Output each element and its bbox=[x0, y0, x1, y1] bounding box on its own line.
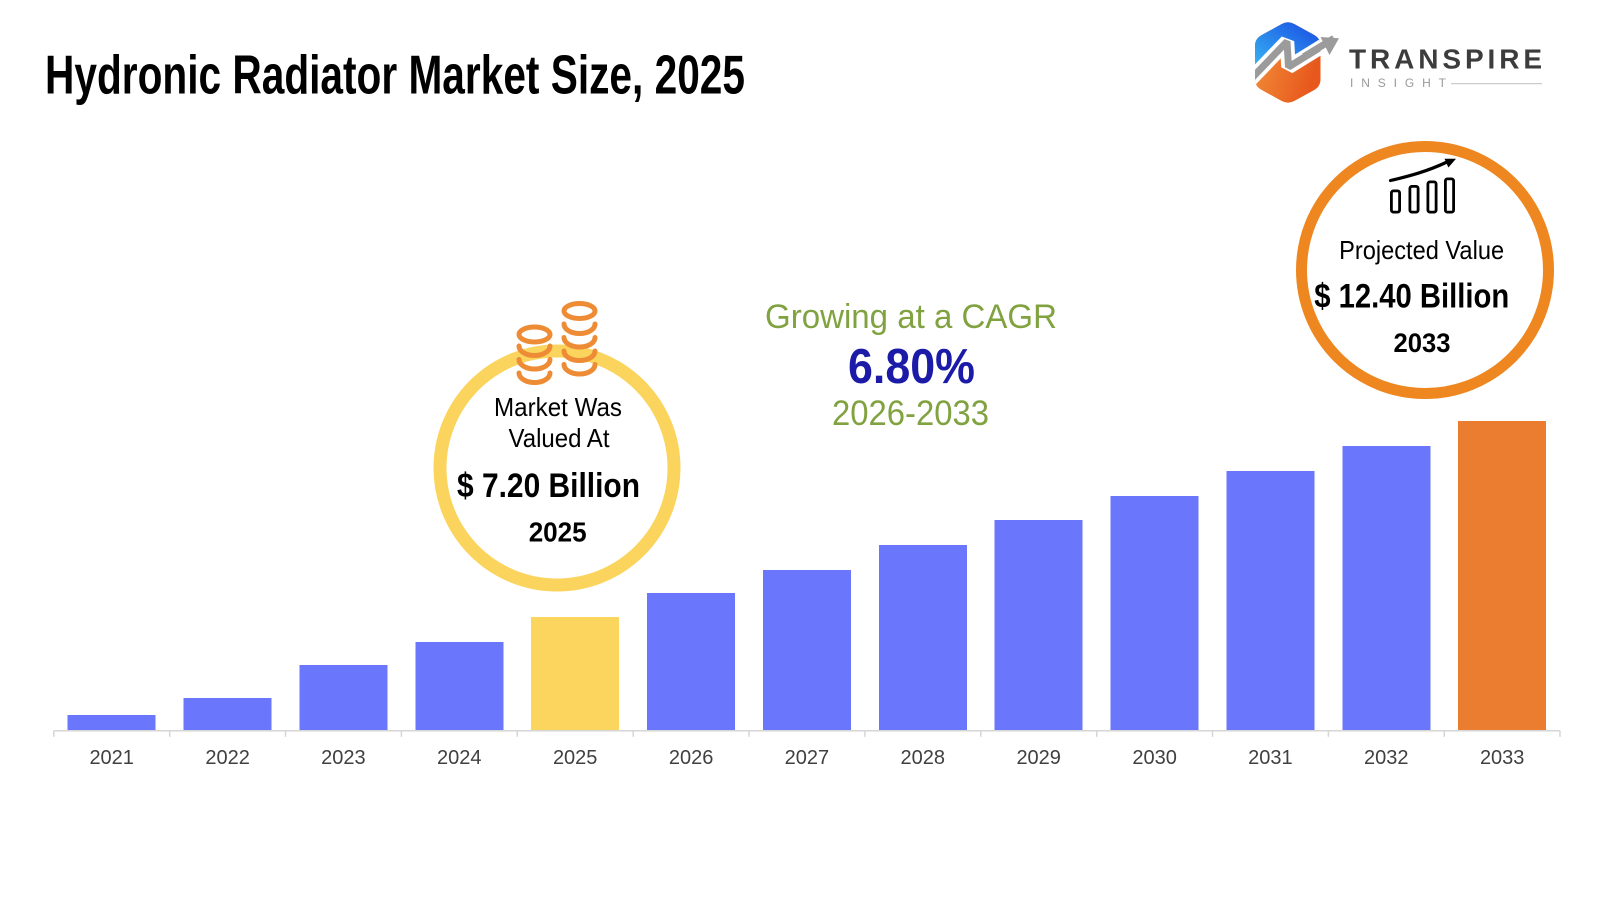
svg-text:2025: 2025 bbox=[529, 517, 587, 548]
svg-text:Growing at a CAGR: Growing at a CAGR bbox=[765, 298, 1057, 336]
svg-text:2021: 2021 bbox=[89, 747, 134, 769]
svg-text:INSIGHT: INSIGHT bbox=[1350, 76, 1447, 90]
svg-text:2026: 2026 bbox=[669, 747, 714, 769]
svg-text:2025: 2025 bbox=[553, 747, 598, 769]
svg-text:2024: 2024 bbox=[437, 747, 482, 769]
svg-text:2031: 2031 bbox=[1248, 747, 1293, 769]
svg-text:2022: 2022 bbox=[205, 747, 250, 769]
svg-text:Projected Value: Projected Value bbox=[1339, 235, 1504, 265]
svg-text:2028: 2028 bbox=[901, 747, 946, 769]
svg-text:2033: 2033 bbox=[1480, 747, 1525, 769]
svg-text:2032: 2032 bbox=[1364, 747, 1409, 769]
svg-text:2033: 2033 bbox=[1394, 328, 1451, 358]
svg-text:2030: 2030 bbox=[1132, 747, 1177, 769]
svg-text:Valued At: Valued At bbox=[509, 423, 611, 453]
svg-text:TRANSPIRE: TRANSPIRE bbox=[1349, 44, 1542, 75]
svg-text:2029: 2029 bbox=[1016, 747, 1061, 769]
svg-text:2027: 2027 bbox=[785, 747, 830, 769]
svg-text:$ 7.20 Billion: $ 7.20 Billion bbox=[457, 467, 640, 505]
svg-text:2026-2033: 2026-2033 bbox=[832, 394, 989, 433]
svg-text:$ 12.40 Billion: $ 12.40 Billion bbox=[1314, 278, 1509, 316]
svg-text:Hydronic Radiator Market Size,: Hydronic Radiator Market Size, 2025 bbox=[45, 44, 745, 106]
svg-text:Market Was: Market Was bbox=[494, 392, 622, 422]
svg-text:6.80%: 6.80% bbox=[848, 340, 975, 394]
svg-text:2023: 2023 bbox=[321, 747, 366, 769]
